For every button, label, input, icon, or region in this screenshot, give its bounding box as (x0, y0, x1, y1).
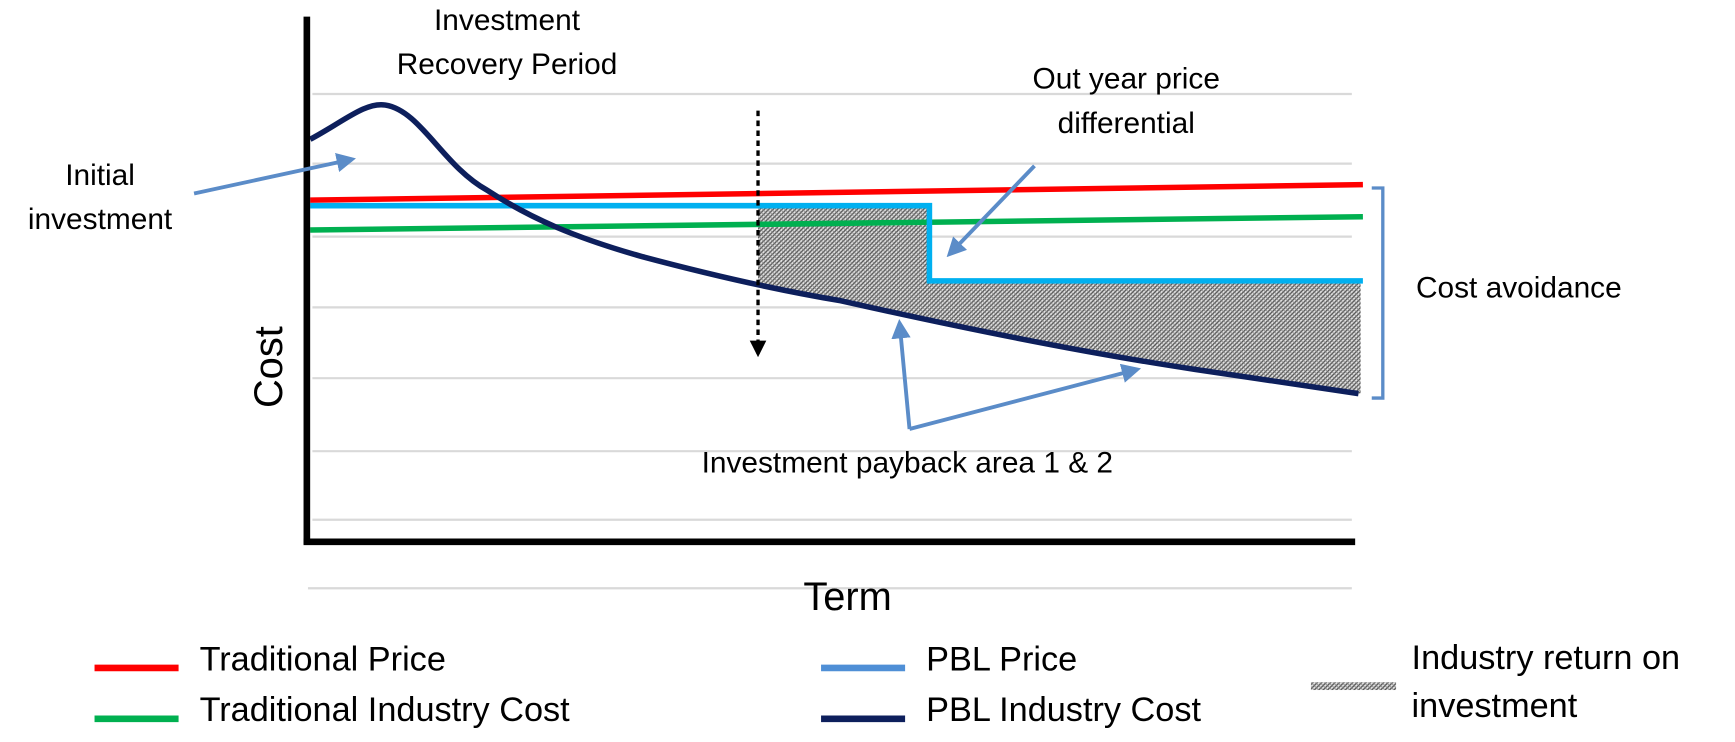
annotation: Recovery Period (397, 48, 618, 81)
annotation: Initial (65, 159, 135, 192)
y-axis-label: Cost (247, 326, 291, 408)
legend-label: PBL Industry Cost (926, 691, 1201, 729)
annotation: Out year price (1033, 63, 1220, 96)
legend-label: Industry return on (1412, 639, 1681, 677)
legend-hatch (1310, 682, 1397, 691)
x-axis-label: Term (803, 575, 891, 619)
pbl-price-line (310, 202, 1363, 284)
annotation: Investment payback area 1 & 2 (702, 446, 1113, 479)
cost-avoidance-bracket (1371, 186, 1385, 400)
annotation: Investment (434, 4, 581, 37)
legend-label: investment (1412, 687, 1578, 725)
legend-label: Traditional Industry Cost (200, 691, 571, 729)
annotation: Cost avoidance (1416, 272, 1622, 305)
legend: Traditional Price Traditional Industry Co… (94, 639, 1681, 729)
traditional-cost-line (310, 213, 1363, 233)
traditional-price-line (310, 181, 1363, 203)
annotation: investment (28, 203, 173, 236)
pbl-cost-curve (308, 101, 1359, 397)
arrows (193, 153, 1142, 431)
payback-area (758, 205, 1361, 394)
legend-label: PBL Price (926, 640, 1077, 678)
legend-label: Traditional Price (200, 640, 446, 678)
annotation: differential (1058, 107, 1195, 140)
